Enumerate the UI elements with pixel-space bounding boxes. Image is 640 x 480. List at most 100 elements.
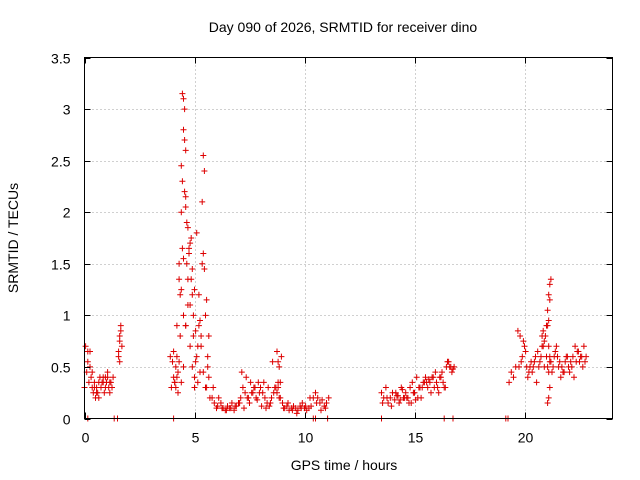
- data-point: [191, 286, 198, 293]
- data-point: [180, 363, 187, 370]
- data-point: [283, 403, 290, 410]
- data-point: [557, 374, 564, 381]
- data-point: [274, 348, 280, 355]
- data-point: [527, 363, 533, 370]
- y-tick-label: 1: [63, 308, 71, 324]
- data-point: [307, 394, 313, 401]
- data-point: [440, 379, 447, 386]
- data-points: [81, 90, 590, 422]
- data-point: [546, 358, 553, 365]
- data-point: [285, 400, 291, 407]
- data-point: [510, 374, 517, 381]
- data-point: [205, 332, 212, 339]
- data-point: [538, 353, 544, 360]
- data-point: [445, 358, 452, 365]
- data-point: [408, 400, 415, 407]
- data-point: [187, 302, 194, 309]
- data-point: [215, 394, 222, 401]
- data-point: [192, 327, 199, 334]
- data-point: [182, 147, 189, 154]
- data-point: [188, 235, 195, 241]
- data-point: [267, 400, 274, 407]
- data-point: [204, 363, 211, 370]
- data-point: [88, 374, 95, 381]
- data-point: [430, 374, 437, 381]
- data-point: [422, 374, 429, 381]
- data-point: [549, 369, 555, 376]
- data-point: [325, 394, 332, 401]
- data-point: [199, 198, 206, 205]
- data-point: [85, 379, 92, 386]
- data-point: [540, 343, 547, 350]
- data-point: [106, 379, 113, 386]
- data-point: [323, 400, 330, 407]
- data-point: [382, 384, 389, 391]
- data-point: [169, 358, 176, 365]
- data-point: [573, 358, 580, 365]
- data-point: [428, 389, 434, 396]
- data-point: [193, 353, 200, 360]
- data-point: [239, 384, 246, 391]
- data-point: [180, 126, 187, 133]
- data-point: [200, 250, 207, 257]
- data-point: [180, 95, 187, 102]
- data-point: [279, 400, 286, 407]
- data-point: [116, 332, 123, 339]
- data-point: [178, 379, 185, 386]
- data-point: [550, 363, 557, 370]
- data-point: [450, 365, 456, 372]
- data-point: [98, 384, 104, 391]
- data-point: [388, 403, 395, 410]
- data-point: [546, 353, 553, 360]
- data-point: [173, 374, 180, 381]
- data-point: [432, 369, 439, 376]
- data-point: [448, 369, 455, 376]
- data-point: [269, 358, 276, 365]
- data-point: [531, 358, 538, 365]
- data-point: [546, 384, 553, 391]
- data-point: [258, 403, 265, 410]
- data-point: [412, 396, 419, 403]
- data-point: [402, 389, 409, 396]
- data-point: [421, 379, 428, 386]
- data-point: [308, 403, 315, 410]
- data-point: [201, 265, 208, 272]
- data-point: [203, 296, 210, 303]
- data-point: [519, 353, 526, 360]
- data-point: [522, 348, 529, 355]
- data-point: [544, 322, 551, 329]
- data-point: [202, 312, 209, 319]
- data-point: [314, 394, 321, 401]
- data-point: [181, 106, 188, 113]
- data-point: [176, 260, 183, 267]
- data-point: [194, 379, 201, 386]
- data-point: [195, 322, 202, 329]
- data-point: [514, 327, 521, 334]
- data-point: [193, 229, 200, 236]
- data-point: [204, 353, 211, 360]
- data-point: [312, 389, 319, 396]
- y-tick-label: 1.5: [51, 257, 71, 273]
- data-point: [200, 152, 207, 159]
- data-point: [178, 162, 185, 169]
- data-point: [544, 363, 551, 370]
- data-point: [101, 389, 108, 396]
- x-tick-label: 5: [192, 430, 200, 446]
- data-point: [322, 405, 329, 412]
- data-point: [192, 358, 199, 365]
- data-point: [117, 322, 124, 329]
- data-point: [219, 405, 225, 412]
- data-point: [520, 338, 527, 345]
- data-point: [562, 358, 569, 365]
- data-point: [555, 363, 562, 370]
- data-point: [319, 396, 326, 403]
- data-point: [575, 348, 582, 355]
- data-point: [184, 224, 191, 231]
- y-tick-label: 2: [63, 205, 71, 221]
- data-point: [275, 384, 282, 391]
- data-point: [434, 384, 441, 391]
- data-point: [205, 374, 212, 381]
- data-point: [293, 410, 300, 417]
- data-point: [238, 369, 245, 376]
- data-point: [256, 389, 263, 396]
